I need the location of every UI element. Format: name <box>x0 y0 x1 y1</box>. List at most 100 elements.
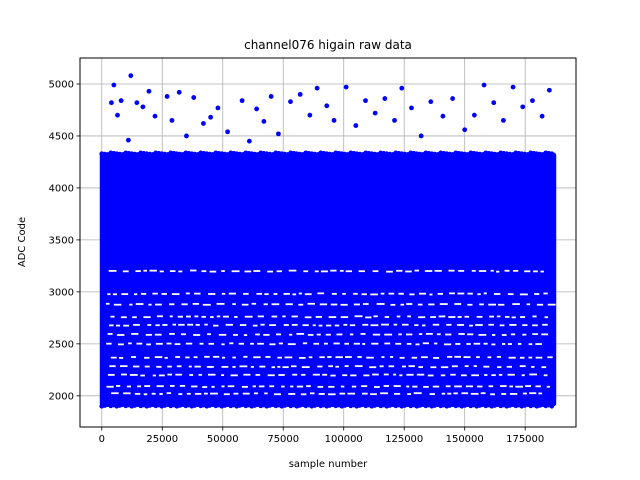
sample-gap <box>380 392 389 395</box>
sample-gap <box>222 315 229 318</box>
sample-gap <box>454 355 462 358</box>
sample-gap <box>278 342 283 345</box>
sample-gap <box>156 365 162 368</box>
sample-gap <box>244 270 252 273</box>
sample-gap <box>491 343 496 346</box>
sample-gap <box>529 373 538 376</box>
sample-gap <box>133 323 140 326</box>
sample-gap <box>399 356 405 359</box>
sample-gap <box>358 270 365 273</box>
sample-gap <box>390 303 396 306</box>
sample-gap <box>393 385 401 387</box>
sample-gap <box>547 356 553 359</box>
sample-gap <box>347 392 356 395</box>
sample-gap <box>372 373 379 376</box>
sample-gap <box>169 333 175 335</box>
sample-gap <box>363 374 370 377</box>
sample-gap <box>512 303 520 305</box>
sample-gap <box>171 293 180 296</box>
sample-gap <box>430 316 436 318</box>
sample-gap <box>175 356 181 358</box>
sample-gap <box>264 293 269 296</box>
sample-gap <box>144 385 151 387</box>
data-point <box>288 99 293 105</box>
sample-gap <box>429 393 435 395</box>
sample-gap <box>113 303 122 306</box>
data-point <box>225 129 230 135</box>
sample-gap <box>389 356 394 358</box>
sample-gap <box>535 343 542 345</box>
sample-gap <box>263 333 270 336</box>
sample-gap <box>369 366 377 369</box>
data-point <box>409 105 414 111</box>
data-point <box>491 100 497 106</box>
sample-gap <box>362 392 368 395</box>
sample-gap <box>365 316 372 319</box>
sample-gap <box>185 315 191 318</box>
sample-gap <box>491 374 496 377</box>
data-point <box>261 119 267 124</box>
plot-frame <box>79 57 577 428</box>
y-axis-ticks: 2000 2500 3000 3500 4000 4500 5000 <box>49 79 80 402</box>
sample-gap <box>156 385 164 388</box>
sample-gap <box>406 303 413 305</box>
sample-gap <box>439 303 448 305</box>
sample-gap <box>291 323 298 326</box>
sample-gap <box>499 385 507 387</box>
sample-gap <box>454 385 462 388</box>
sample-gap <box>422 342 429 345</box>
sample-gap <box>228 292 236 295</box>
data-point <box>125 137 131 143</box>
sample-gap <box>116 334 125 336</box>
sample-gap <box>110 315 115 318</box>
sample-gap <box>393 392 401 395</box>
sample-gap <box>331 292 337 295</box>
sample-gap <box>436 333 441 336</box>
sample-gap <box>186 392 191 395</box>
sample-gap <box>362 323 369 326</box>
sample-gap <box>105 302 110 305</box>
sample-gap <box>498 303 505 306</box>
sample-gap <box>490 269 494 272</box>
sample-gap <box>290 385 294 388</box>
sample-gap <box>109 324 114 327</box>
sample-gap <box>372 333 381 336</box>
sample-gap <box>335 365 340 368</box>
sample-gap <box>428 303 435 306</box>
sample-gap <box>400 303 405 306</box>
sample-gap <box>490 393 495 396</box>
sample-gap <box>250 365 254 368</box>
sample-gap <box>201 270 207 273</box>
y-tick-label: 3000 <box>49 287 74 298</box>
sample-gap <box>379 365 384 368</box>
sample-gap <box>318 324 323 327</box>
sample-gap <box>256 292 263 295</box>
x-tick-label: 0 <box>99 434 105 445</box>
sample-gap <box>323 342 328 345</box>
sample-gap <box>232 303 236 305</box>
sample-gap <box>401 365 406 368</box>
sample-gap <box>344 365 349 368</box>
sample-gap <box>169 315 173 318</box>
sample-gap <box>282 315 286 318</box>
sample-gap <box>146 343 151 346</box>
sample-gap <box>541 366 547 369</box>
y-axis-label: ADC Code <box>17 217 28 267</box>
sample-gap <box>231 270 240 273</box>
sample-gap <box>167 373 173 376</box>
sample-gap <box>372 270 379 273</box>
data-point <box>200 121 206 126</box>
sample-gap <box>144 356 150 359</box>
data-point <box>276 131 281 137</box>
sample-gap <box>213 324 219 327</box>
data-point <box>111 82 117 88</box>
sample-gap <box>434 269 442 272</box>
sample-gap <box>269 343 276 346</box>
sample-gap <box>330 374 336 377</box>
data-point <box>109 100 114 106</box>
sample-gap <box>152 292 158 295</box>
sample-gap <box>405 270 412 273</box>
sample-gap <box>327 356 332 358</box>
sample-gap <box>317 365 323 368</box>
